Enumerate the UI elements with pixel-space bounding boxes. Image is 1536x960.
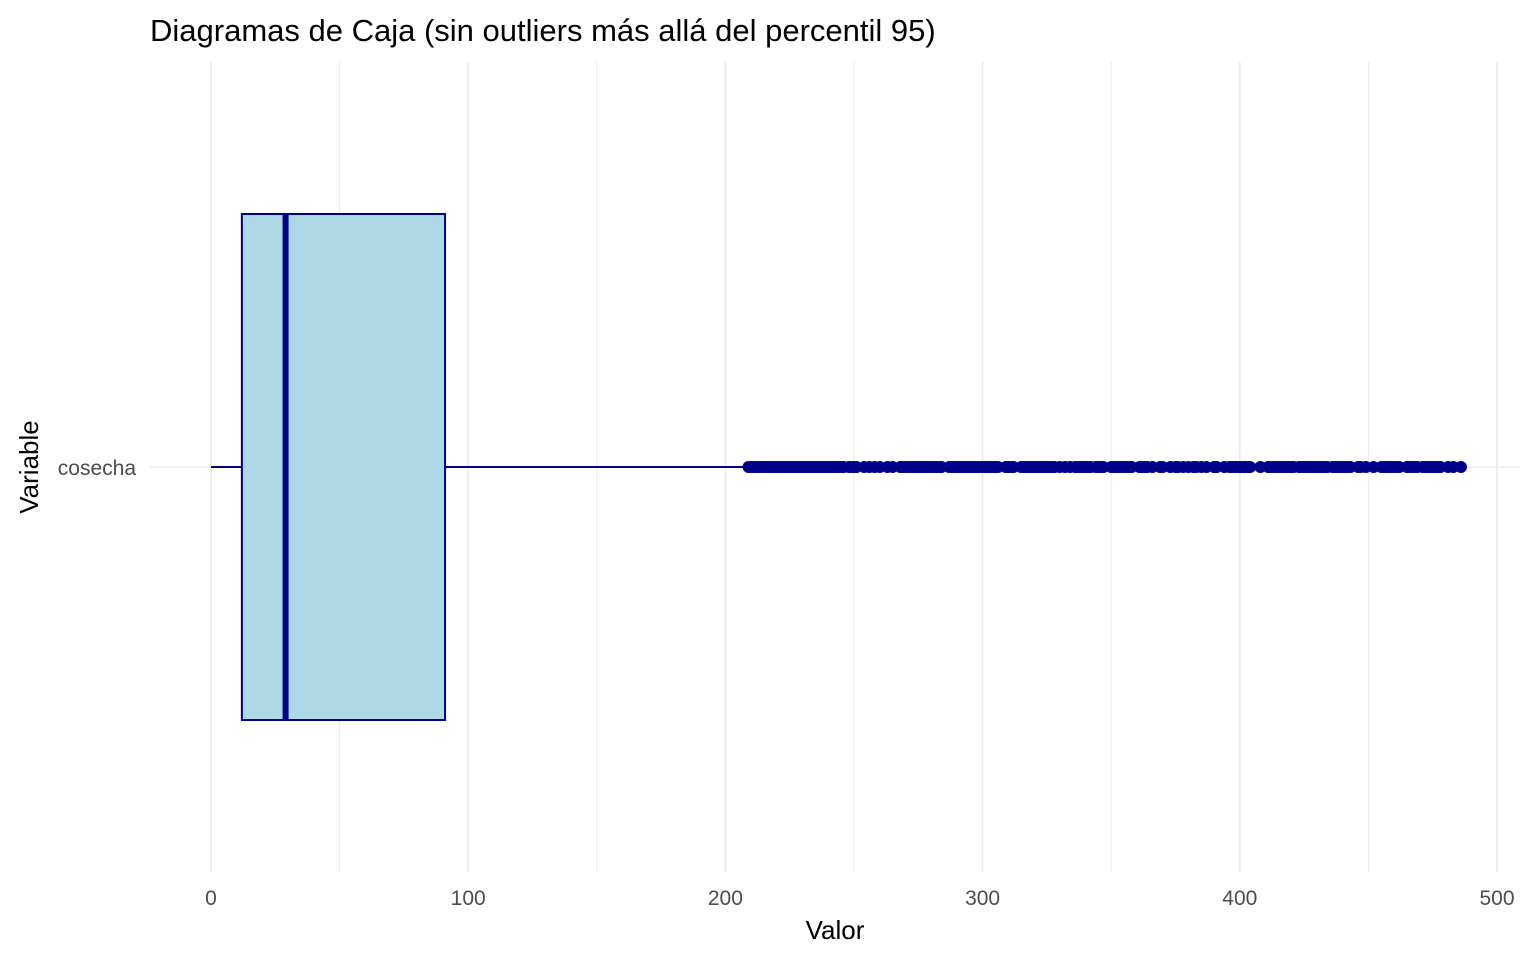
x-tick-label: 400 (1222, 887, 1257, 910)
outlier-point (1244, 461, 1257, 473)
x-tick-label: 500 (1479, 887, 1514, 910)
outlier-points (742, 461, 1467, 473)
box-layer (211, 213, 746, 721)
chart-title: Diagramas de Caja (sin outliers más allá… (150, 13, 936, 48)
box-iqr (240, 213, 447, 721)
y-tick-label: cosecha (58, 457, 137, 480)
y-axis-title: Variable (14, 420, 44, 513)
x-tick-label: 100 (451, 887, 486, 910)
outlier-point (1454, 461, 1467, 473)
x-axis-title: Valor (806, 915, 865, 945)
x-tick-label: 200 (708, 887, 743, 910)
x-tick-label: 300 (965, 887, 1000, 910)
tick-labels: 0 100 200 300 400 500 cosecha (58, 457, 1515, 910)
x-tick-label: 0 (205, 887, 217, 910)
